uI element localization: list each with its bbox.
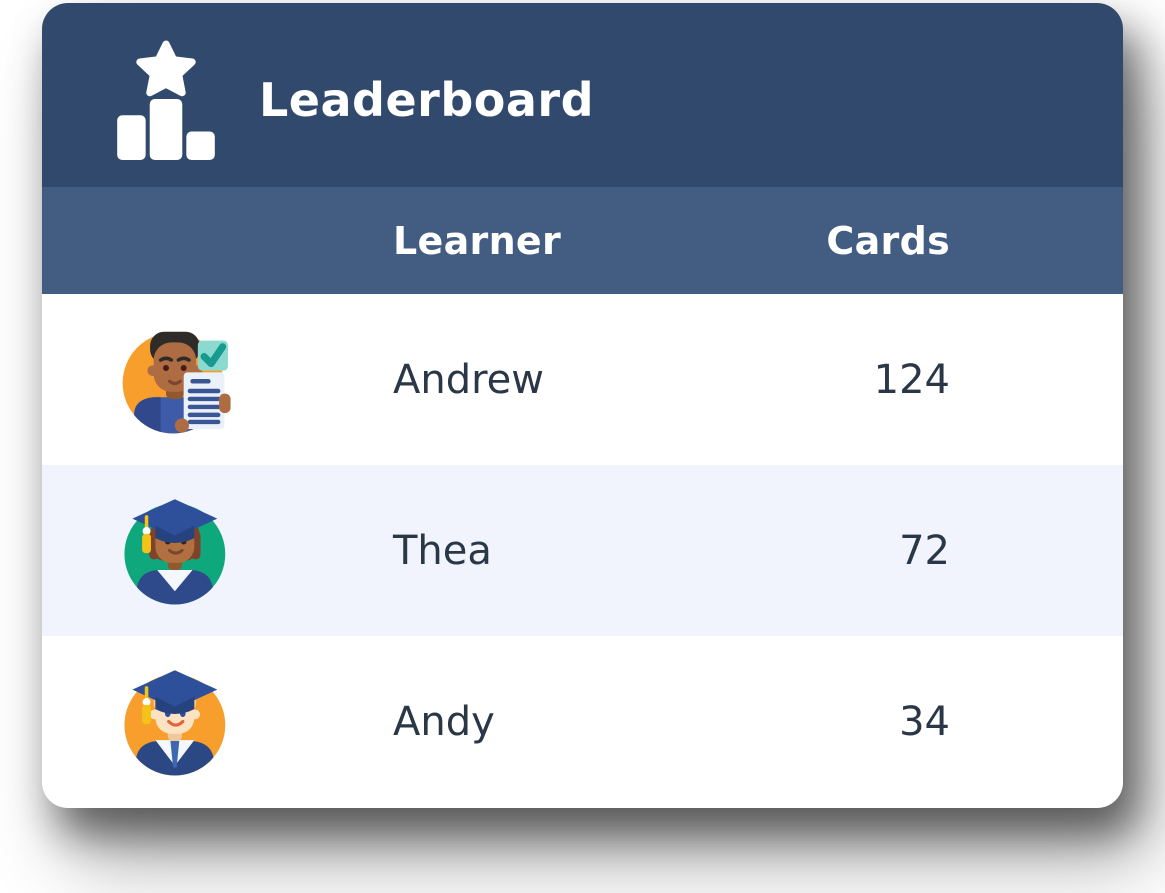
student-with-checklist-avatar	[122, 331, 231, 434]
table-row: Andy 34	[42, 636, 1123, 807]
learner-name: Thea	[393, 527, 492, 574]
column-header-cards: Cards	[826, 218, 950, 263]
leaderboard-card: Leaderboard Learner Cards	[42, 3, 1123, 808]
page-title: Leaderboard	[259, 73, 595, 127]
cards-count: 124	[873, 356, 950, 403]
table-row: Andrew 124	[42, 294, 1123, 465]
cards-count: 34	[899, 698, 950, 745]
card-header: Leaderboard	[42, 3, 1123, 187]
learner-name: Andy	[393, 698, 495, 745]
graduate-boy-avatar	[124, 670, 226, 776]
column-header-row: Learner Cards	[42, 187, 1123, 294]
graduate-girl-avatar	[124, 499, 226, 605]
avatar-cell	[42, 321, 393, 438]
learner-name: Andrew	[393, 356, 544, 403]
avatar-cell	[42, 492, 393, 609]
podium-with-star-icon	[117, 40, 215, 160]
avatar-cell	[42, 663, 393, 780]
column-header-learner: Learner	[393, 218, 562, 263]
cards-count: 72	[899, 527, 950, 574]
table-row: Thea 72	[42, 465, 1123, 636]
